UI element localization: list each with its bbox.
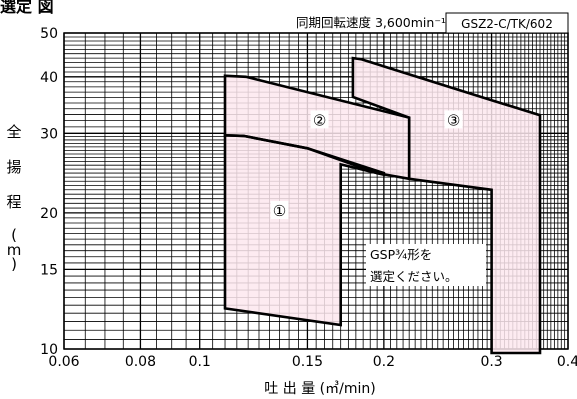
region-label-bg xyxy=(310,110,329,129)
region-label-bg xyxy=(270,200,289,219)
y-label-char: 程 xyxy=(6,193,21,211)
region-label-2: ② xyxy=(313,111,326,129)
speed-condition: 同期回転速度 3,600min⁻¹ xyxy=(296,15,446,30)
x-tick-label: 0.06 xyxy=(48,354,79,370)
x-tick-label: 0.3 xyxy=(480,354,502,370)
x-tick-label: 0.08 xyxy=(125,354,156,370)
model-tag: GSZ2-C/TK/602 xyxy=(461,17,553,31)
region-label-1: ① xyxy=(273,202,286,220)
y-axis-label: 全揚程 (m) xyxy=(6,123,21,273)
x-tick-label: 0.15 xyxy=(292,354,323,370)
x-tick-label: 0.1 xyxy=(189,354,211,370)
y-tick-label: 20 xyxy=(40,206,58,222)
axis-ticks: 0.06 0.08 0.1 0.15 0.2 0.3 0.4 10 15 20 30 40 50 xyxy=(40,26,577,370)
region-fill-3 xyxy=(352,58,540,353)
region-label-3: ③ xyxy=(447,111,460,129)
region-label-bg xyxy=(444,110,463,129)
chart-title: 選定 図 xyxy=(0,0,54,16)
y-label-char: m xyxy=(7,241,22,259)
y-label-char: 全 xyxy=(6,123,21,141)
note-background xyxy=(366,244,486,286)
x-tick-label: 0.4 xyxy=(557,354,577,370)
note-line: GSP¾形を xyxy=(370,247,432,262)
region-outline-3 xyxy=(351,56,542,355)
region-fill-1 xyxy=(225,135,384,325)
y-tick-label: 50 xyxy=(40,26,58,42)
note-line: 選定ください。 xyxy=(370,269,458,284)
y-tick-label: 10 xyxy=(40,342,58,358)
x-axis-label: 吐 出 量 (㎥/min) xyxy=(264,381,375,397)
region-outlines xyxy=(223,56,542,355)
model-tag-box xyxy=(445,12,569,34)
y-tick-label: 40 xyxy=(40,70,58,86)
region-labels: ① ② ③ xyxy=(270,110,463,220)
y-label-char: ) xyxy=(11,255,17,273)
plot-border xyxy=(63,32,569,350)
y-label-char: 揚 xyxy=(6,158,21,176)
y-label-char: ( xyxy=(11,226,17,244)
x-tick-label: 0.2 xyxy=(373,354,395,370)
y-tick-label: 15 xyxy=(40,262,58,278)
y-tick-label: 30 xyxy=(40,126,58,142)
